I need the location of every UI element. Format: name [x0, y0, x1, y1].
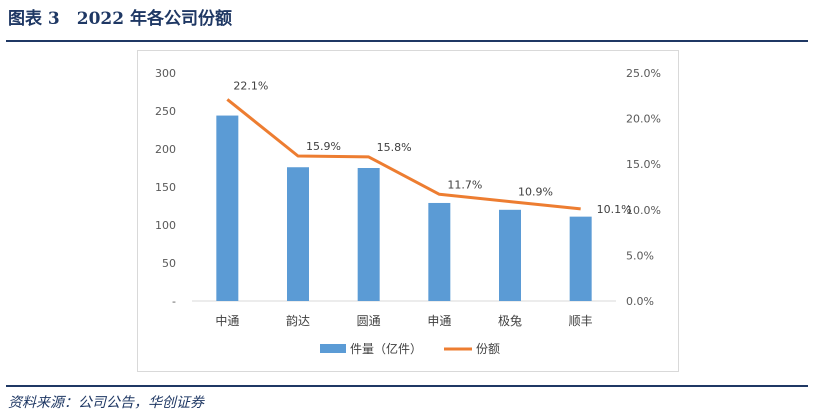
- right-tick-label: 25.0%: [626, 67, 661, 80]
- left-axis: - 50 100 150 200 250 300: [155, 67, 176, 308]
- legend: 件量（亿件） 份额: [320, 341, 500, 356]
- chart-svg: - 50 100 150 200 250 300 0.0% 5.0% 10.0% 15.0% 20.…: [155, 67, 661, 356]
- legend-swatch-bar: [320, 344, 346, 353]
- right-tick-label: 5.0%: [626, 249, 654, 262]
- category-label: 极兔: [498, 313, 522, 328]
- data-label: 15.9%: [306, 140, 341, 153]
- right-tick-label: 10.0%: [626, 204, 661, 217]
- right-axis: 0.0% 5.0% 10.0% 15.0% 20.0% 25.0%: [626, 67, 661, 308]
- title-rule: [6, 40, 808, 42]
- left-tick-label: 100: [155, 219, 176, 232]
- line-series: 22.1% 15.9% 15.8% 11.7% 10.9% 10.1%: [226, 79, 632, 216]
- chart-area: - 50 100 150 200 250 300 0.0% 5.0% 10.0% 15.0% 20.…: [137, 50, 679, 372]
- right-tick-label: 20.0%: [626, 113, 661, 126]
- bar-series: [216, 115, 592, 301]
- legend-label-bar: 件量（亿件）: [350, 341, 422, 356]
- bar: [216, 115, 239, 301]
- right-tick-label: 15.0%: [626, 158, 661, 171]
- data-label: 10.1%: [597, 203, 632, 216]
- source-rule: [6, 385, 808, 387]
- left-tick-label: 50: [162, 257, 176, 270]
- figure-title: 图表 3 2022 年各公司份额: [8, 9, 232, 29]
- bar: [569, 216, 592, 301]
- data-label: 10.9%: [518, 186, 553, 199]
- data-label: 22.1%: [233, 79, 268, 92]
- left-tick-label: 250: [155, 105, 176, 118]
- right-tick-label: 0.0%: [626, 295, 654, 308]
- bar: [428, 202, 451, 301]
- bar: [357, 168, 380, 301]
- legend-label-line: 份额: [476, 342, 500, 356]
- data-label: 11.7%: [447, 178, 482, 191]
- category-label: 申通: [427, 314, 451, 328]
- left-tick-label: 300: [155, 67, 176, 80]
- category-label: 顺丰: [569, 314, 593, 328]
- left-tick-label: -: [172, 295, 176, 308]
- left-tick-label: 200: [155, 143, 176, 156]
- data-label: 15.8%: [377, 141, 412, 154]
- source-note: 资料来源：公司公告，华创证券: [8, 395, 204, 411]
- bar: [499, 209, 521, 301]
- x-axis-labels: 中通 韵达 圆通 申通 极兔 顺丰: [215, 313, 592, 328]
- category-label: 中通: [215, 313, 239, 328]
- category-label: 韵达: [286, 313, 310, 328]
- bar: [287, 167, 309, 301]
- left-tick-label: 150: [155, 181, 176, 194]
- category-label: 圆通: [357, 314, 381, 328]
- share-line: [226, 98, 581, 211]
